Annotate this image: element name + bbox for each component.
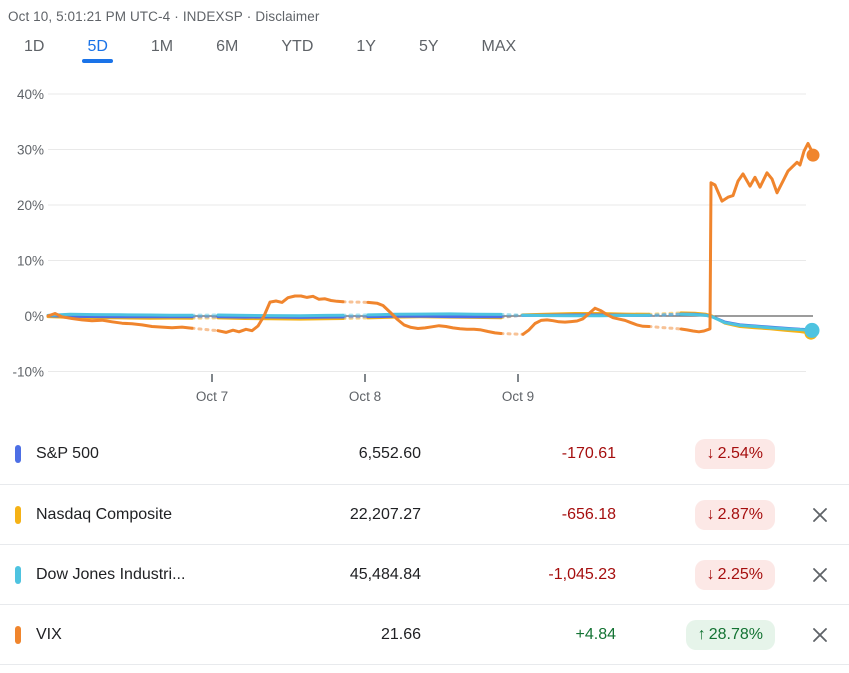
direction-arrow-icon: ↓ [706, 565, 715, 583]
percent-change-value: 28.78% [708, 625, 763, 643]
series-color-marker [15, 565, 21, 584]
svg-text:Oct 8: Oct 8 [349, 389, 381, 404]
svg-text:-10%: -10% [12, 365, 44, 380]
tab-5y[interactable]: 5Y [418, 38, 439, 55]
quote-row[interactable]: Nasdaq Composite 22,207.27 -656.18 ↓ 2.8… [0, 484, 849, 544]
index-value: 45,484.84 [349, 565, 421, 583]
x-tick-marks [211, 374, 519, 382]
index-value: 22,207.27 [349, 505, 421, 523]
time-range-tabs: 1D 5D 1M 6M YTD 1Y 5Y [0, 37, 849, 67]
svg-text:10%: 10% [17, 254, 44, 269]
quotes-table: S&P 500 6,552.60 -170.61 ↓ 2.54% Nasdaq … [0, 424, 849, 665]
meta-separator: · [174, 9, 179, 24]
index-name: S&P 500 [36, 445, 99, 462]
direction-arrow-icon: ↓ [706, 445, 715, 462]
index-change: -170.61 [561, 445, 616, 462]
tab-6m[interactable]: 6M [216, 38, 239, 55]
svg-text:0%: 0% [24, 309, 44, 324]
series-line-vix [46, 141, 820, 336]
remove-series-button[interactable] [800, 555, 840, 595]
series-color-marker [15, 445, 21, 463]
remove-series-button[interactable] [800, 615, 840, 655]
index-change: +4.84 [575, 625, 616, 643]
tab-1m[interactable]: 1M [150, 38, 174, 55]
index-value: 6,552.60 [358, 445, 421, 462]
percent-change-value: 2.87% [717, 505, 763, 523]
index-name: Dow Jones Industri... [36, 565, 186, 583]
svg-text:30%: 30% [17, 143, 44, 158]
percent-change-badge: ↓ 2.25% [694, 559, 775, 590]
close-icon [813, 507, 827, 522]
percent-change-value: 2.25% [717, 565, 763, 583]
series-end-dot-vix [806, 148, 820, 162]
close-icon [813, 627, 827, 642]
exchange-label: INDEXSP [182, 9, 243, 24]
x-axis-labels: Oct 7 Oct 8 Oct 9 [196, 389, 534, 404]
tab-1y[interactable]: 1Y [356, 38, 376, 55]
chart-series [46, 141, 820, 340]
tab-max[interactable]: MAX [481, 38, 517, 55]
tab-5d[interactable]: 5D [82, 37, 113, 63]
meta-separator-2: · [246, 9, 252, 24]
series-color-marker [15, 505, 21, 524]
percent-change-badge: ↑ 28.78% [685, 619, 775, 650]
chart-svg: 40% 30% 20% 10% 0% -10% Oct 7 Oct 8 Oct … [12, 87, 820, 404]
disclaimer-link[interactable]: Disclaimer [255, 9, 320, 24]
comparison-chart[interactable]: 40% 30% 20% 10% 0% -10% Oct 7 Oct 8 Oct … [0, 79, 849, 414]
grid-lines [48, 93, 806, 372]
svg-text:Oct 9: Oct 9 [502, 389, 534, 404]
index-change: -656.18 [561, 505, 616, 523]
tab-ytd[interactable]: YTD [281, 38, 314, 55]
index-change: -1,045.23 [548, 565, 616, 583]
quote-row[interactable]: Dow Jones Industri... 45,484.84 -1,045.2… [0, 544, 849, 604]
remove-series-button[interactable] [800, 495, 840, 535]
y-axis-labels: 40% 30% 20% 10% 0% -10% [12, 87, 44, 380]
series-color-marker [15, 625, 21, 644]
index-name: VIX [36, 625, 62, 643]
active-tab-underline [82, 59, 113, 63]
index-value: 21.66 [380, 625, 421, 643]
series-end-dot-dow [804, 322, 820, 338]
tab-1d[interactable]: 1D [24, 38, 45, 55]
index-name: Nasdaq Composite [36, 505, 173, 523]
percent-change-value: 2.54% [717, 445, 763, 462]
close-icon [813, 567, 827, 582]
quote-meta-line: Oct 10, 5:01:21 PM UTC-4 · INDEXSP · Disclai… [0, 0, 849, 24]
direction-arrow-icon: ↑ [697, 625, 706, 643]
percent-change-badge: ↓ 2.87% [694, 499, 775, 530]
svg-text:20%: 20% [17, 198, 44, 213]
svg-text:Oct 7: Oct 7 [196, 389, 228, 404]
quote-row[interactable]: VIX 21.66 +4.84 ↑ 28.78% [0, 604, 849, 664]
quote-timestamp: Oct 10, 5:01:21 PM UTC-4 [8, 9, 171, 24]
percent-change-badge: ↓ 2.54% [694, 439, 775, 469]
quote-row[interactable]: S&P 500 6,552.60 -170.61 ↓ 2.54% [0, 424, 849, 484]
direction-arrow-icon: ↓ [706, 505, 715, 523]
svg-text:40%: 40% [17, 87, 44, 102]
